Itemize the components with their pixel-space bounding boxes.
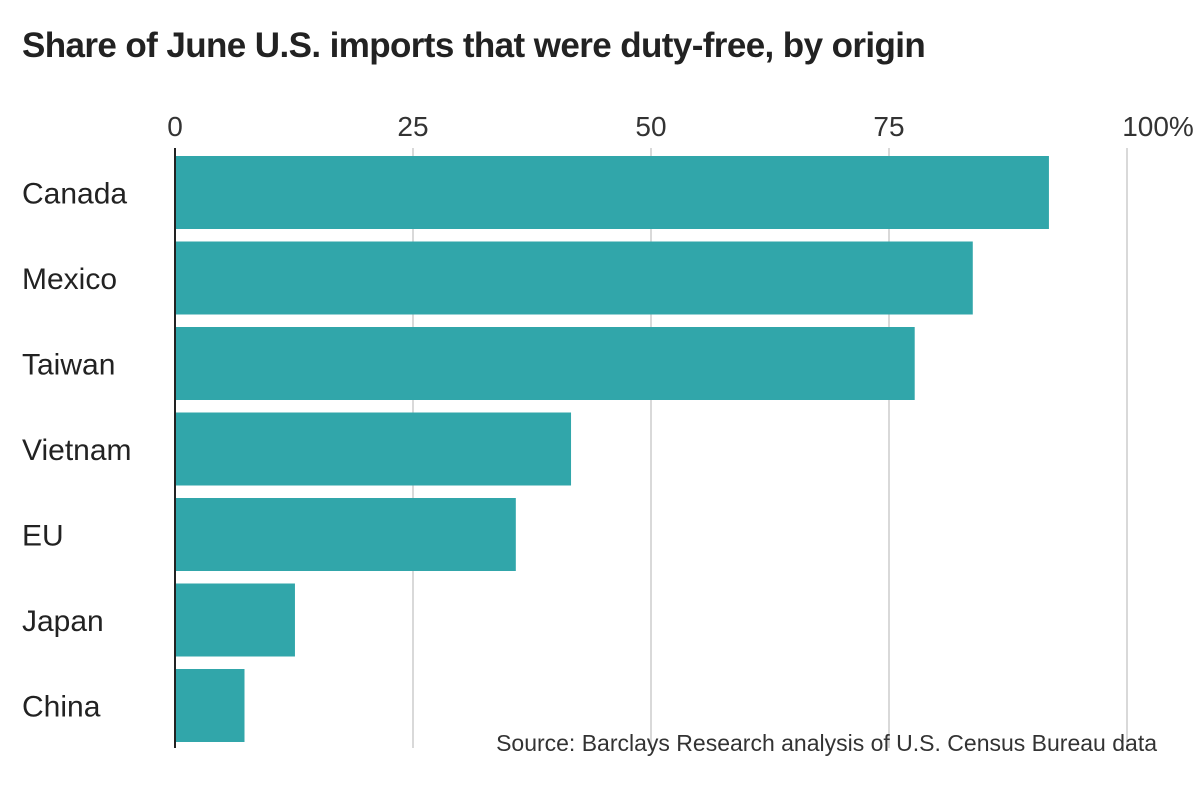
x-tick-label-100: 100% bbox=[1122, 111, 1194, 142]
bar-mexico bbox=[175, 241, 973, 315]
bar-eu bbox=[175, 498, 516, 571]
category-label-china: China bbox=[22, 691, 101, 724]
x-tick-label-75: 75 bbox=[873, 111, 904, 142]
bars bbox=[175, 156, 1049, 742]
category-label-japan: Japan bbox=[22, 605, 104, 638]
chart-title: Share of June U.S. imports that were dut… bbox=[22, 26, 926, 65]
bar-canada bbox=[175, 156, 1049, 229]
category-label-eu: EU bbox=[22, 520, 64, 553]
bar-taiwan bbox=[175, 327, 915, 400]
category-label-mexico: Mexico bbox=[22, 263, 117, 296]
category-label-canada: Canada bbox=[22, 178, 127, 211]
x-tick-label-0: 0 bbox=[167, 111, 183, 142]
category-labels: Canada Mexico Taiwan Vietnam EU Japan China bbox=[22, 178, 132, 724]
source-note: Source: Barclays Research analysis of U.… bbox=[496, 730, 1157, 756]
x-tick-label-25: 25 bbox=[397, 111, 428, 142]
bar-china bbox=[175, 669, 245, 742]
bar-japan bbox=[175, 583, 295, 657]
bar-vietnam bbox=[175, 412, 572, 486]
x-axis-ticks: 0 25 50 75 100% bbox=[167, 111, 1194, 142]
category-label-taiwan: Taiwan bbox=[22, 349, 115, 382]
x-tick-label-50: 50 bbox=[635, 111, 666, 142]
category-label-vietnam: Vietnam bbox=[22, 434, 132, 467]
